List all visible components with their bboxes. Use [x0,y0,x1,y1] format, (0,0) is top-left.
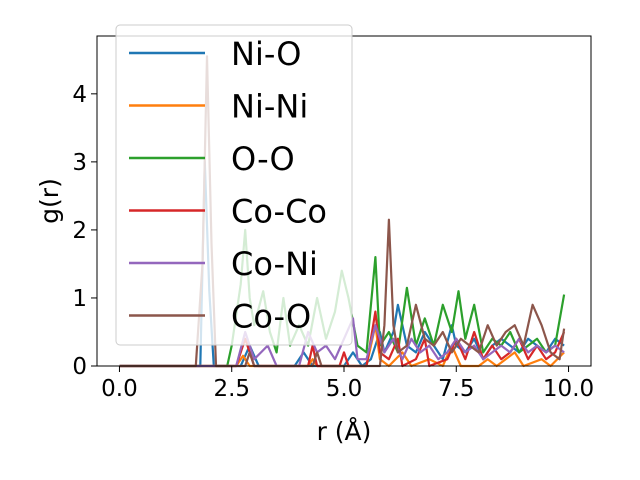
x-tick-label: 0.0 [101,376,138,402]
legend-label: O-O [231,140,295,178]
x-tick-label: 5.0 [326,376,363,402]
legend-label: Co-O [231,298,311,336]
legend-label: Co-Co [231,193,327,231]
x-axis-ticks: 0.0 2.5 5.0 7.5 10.0 [101,366,594,402]
legend-label: Co-Ni [231,245,318,283]
x-tick-label: 7.5 [438,376,475,402]
legend-label: Ni-Ni [231,88,308,126]
y-axis-ticks: 0 1 2 3 4 [72,82,97,380]
x-tick-label: 2.5 [213,376,250,402]
y-tick-label: 1 [72,286,87,312]
x-axis-label: r (Å) [317,417,372,446]
y-tick-label: 0 [72,354,87,380]
legend: Ni-O Ni-Ni O-O Co-Co Co-Ni Co-O [115,24,353,346]
y-axis-label: g(r) [35,178,64,224]
x-tick-label: 10.0 [543,376,594,402]
legend-label: Ni-O [231,35,301,73]
y-tick-label: 2 [72,218,87,244]
y-tick-label: 3 [72,150,87,176]
y-tick-label: 4 [72,82,87,108]
series-line-0 [119,160,565,368]
